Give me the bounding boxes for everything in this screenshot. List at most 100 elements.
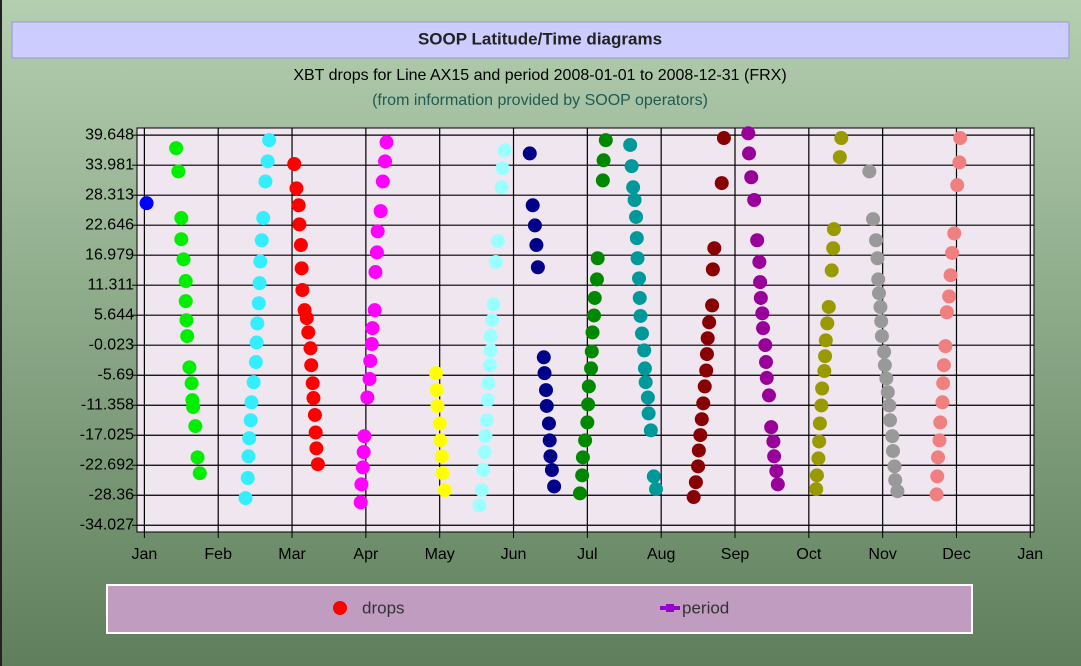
data-point bbox=[306, 391, 321, 406]
data-point bbox=[295, 283, 310, 298]
data-point bbox=[880, 385, 895, 400]
header-title: SOOP Latitude/Time diagrams bbox=[418, 29, 662, 48]
data-point bbox=[595, 173, 610, 188]
data-point bbox=[821, 299, 836, 314]
data-point bbox=[182, 360, 197, 375]
chart-subtitle: (from information provided by SOOP opera… bbox=[372, 92, 708, 109]
data-point bbox=[584, 361, 599, 376]
data-point bbox=[952, 155, 967, 170]
data-point bbox=[375, 174, 390, 189]
data-point bbox=[246, 375, 261, 390]
data-point bbox=[355, 460, 370, 475]
data-point bbox=[753, 290, 768, 305]
data-point bbox=[931, 450, 946, 465]
data-point bbox=[767, 449, 782, 464]
data-point bbox=[877, 358, 892, 373]
data-point bbox=[432, 416, 447, 431]
data-point bbox=[817, 364, 832, 379]
data-point bbox=[938, 339, 953, 354]
header-bar bbox=[11, 21, 1070, 59]
data-point bbox=[303, 341, 318, 356]
y-tick-label: -0.023 bbox=[89, 336, 134, 353]
data-point bbox=[365, 321, 380, 336]
x-tick-label: Feb bbox=[204, 546, 232, 563]
x-tick-label: Jan bbox=[1017, 546, 1043, 563]
data-point bbox=[637, 343, 652, 358]
x-tick-label: Sep bbox=[721, 546, 750, 563]
data-point bbox=[624, 159, 639, 174]
data-point bbox=[699, 347, 714, 362]
y-tick-label: -5.69 bbox=[98, 366, 135, 383]
data-point bbox=[744, 170, 759, 185]
data-point bbox=[369, 245, 384, 260]
data-point bbox=[770, 477, 785, 492]
data-point bbox=[626, 180, 641, 195]
data-point bbox=[705, 262, 720, 277]
y-tick-label: 11.311 bbox=[87, 276, 134, 293]
x-tick-label: Dec bbox=[942, 546, 970, 563]
data-point bbox=[809, 482, 824, 497]
data-point bbox=[241, 449, 256, 464]
data-point bbox=[370, 224, 385, 239]
data-point bbox=[430, 398, 445, 413]
data-point bbox=[299, 311, 314, 326]
data-point bbox=[812, 416, 827, 431]
data-point bbox=[474, 483, 489, 498]
grid: 39.648 33.981 28.313 22.646 16.979 11.311 5.64… bbox=[80, 126, 1043, 563]
y-tick-label: -34.027 bbox=[80, 516, 134, 533]
data-point bbox=[874, 329, 889, 344]
data-point bbox=[815, 381, 830, 396]
data-point bbox=[930, 469, 945, 484]
data-point bbox=[543, 449, 558, 464]
data-point bbox=[308, 425, 323, 440]
data-point bbox=[354, 477, 369, 492]
data-point bbox=[809, 468, 824, 483]
data-point bbox=[310, 457, 325, 472]
data-point bbox=[714, 176, 729, 191]
data-point bbox=[741, 126, 756, 141]
data-point bbox=[947, 226, 962, 241]
data-point bbox=[169, 141, 184, 156]
data-point bbox=[171, 164, 186, 179]
y-tick-label: -17.025 bbox=[80, 426, 134, 443]
data-point bbox=[581, 397, 596, 412]
y-tick-label: -22.692 bbox=[80, 456, 134, 473]
data-point bbox=[699, 363, 714, 378]
data-point bbox=[879, 371, 894, 386]
data-point bbox=[309, 441, 324, 456]
data-point bbox=[632, 271, 647, 286]
data-point bbox=[252, 276, 267, 291]
data-point bbox=[812, 434, 827, 449]
data-point bbox=[301, 325, 316, 340]
data-point bbox=[752, 254, 767, 269]
data-point bbox=[434, 449, 449, 464]
data-point bbox=[832, 150, 847, 165]
x-tick-label: Jan bbox=[131, 546, 157, 563]
data-point bbox=[240, 470, 255, 485]
data-point bbox=[178, 274, 193, 289]
y-tick-label: 28.313 bbox=[85, 186, 134, 203]
data-point bbox=[869, 233, 884, 248]
data-point bbox=[174, 211, 189, 226]
data-point bbox=[254, 233, 269, 248]
data-point bbox=[480, 393, 495, 408]
data-point bbox=[495, 161, 510, 176]
data-point bbox=[641, 406, 656, 421]
data-point bbox=[529, 238, 544, 253]
legend-marker bbox=[333, 601, 347, 615]
data-point bbox=[250, 316, 265, 331]
y-tick-label: 5.644 bbox=[94, 306, 134, 323]
chart-title: XBT drops for Line AX15 and period 2008-… bbox=[293, 67, 786, 84]
data-point bbox=[249, 335, 264, 350]
data-point bbox=[287, 157, 302, 172]
data-point bbox=[176, 252, 191, 267]
data-point bbox=[541, 416, 556, 431]
data-point bbox=[238, 491, 253, 506]
data-point bbox=[491, 234, 506, 249]
data-point bbox=[824, 263, 839, 278]
data-point bbox=[596, 153, 611, 168]
data-point bbox=[688, 475, 703, 490]
data-point bbox=[929, 487, 944, 502]
data-point bbox=[433, 433, 448, 448]
